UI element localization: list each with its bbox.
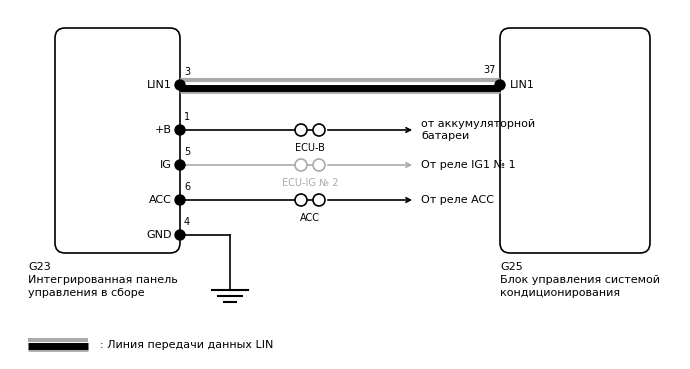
Text: ECU-IG № 2: ECU-IG № 2 <box>282 178 338 188</box>
Circle shape <box>295 124 307 136</box>
Text: 1: 1 <box>184 112 190 122</box>
Circle shape <box>295 159 307 171</box>
Text: 3: 3 <box>184 67 190 77</box>
Circle shape <box>175 125 185 135</box>
Text: ACC: ACC <box>149 195 172 205</box>
Text: ECU-B: ECU-B <box>295 143 325 153</box>
Text: ACC: ACC <box>300 213 320 223</box>
Circle shape <box>313 124 325 136</box>
FancyBboxPatch shape <box>500 28 650 253</box>
Text: LIN1: LIN1 <box>510 80 535 90</box>
Text: GND: GND <box>146 230 172 240</box>
Circle shape <box>295 194 307 206</box>
Circle shape <box>175 230 185 240</box>
Text: G25
Блок управления системой
кондиционирования: G25 Блок управления системой кондиционир… <box>500 262 660 299</box>
Circle shape <box>175 160 185 170</box>
Circle shape <box>175 80 185 90</box>
Circle shape <box>313 194 325 206</box>
Text: 37: 37 <box>484 65 496 75</box>
Text: : Линия передачи данных LIN: : Линия передачи данных LIN <box>100 340 273 350</box>
Text: 4: 4 <box>184 217 190 227</box>
Text: 6: 6 <box>184 182 190 192</box>
Text: 5: 5 <box>184 147 190 157</box>
Text: +B: +B <box>155 125 172 135</box>
Text: G23
Интегрированная панель
управления в сборе: G23 Интегрированная панель управления в … <box>28 262 178 299</box>
Text: LIN1: LIN1 <box>147 80 172 90</box>
Text: От реле IG1 № 1: От реле IG1 № 1 <box>421 160 515 170</box>
Circle shape <box>313 159 325 171</box>
Circle shape <box>495 80 505 90</box>
Text: от аккумуляторной
батареи: от аккумуляторной батареи <box>421 119 535 141</box>
Text: От реле ACC: От реле ACC <box>421 195 494 205</box>
FancyBboxPatch shape <box>55 28 180 253</box>
Text: IG: IG <box>160 160 172 170</box>
Circle shape <box>175 195 185 205</box>
